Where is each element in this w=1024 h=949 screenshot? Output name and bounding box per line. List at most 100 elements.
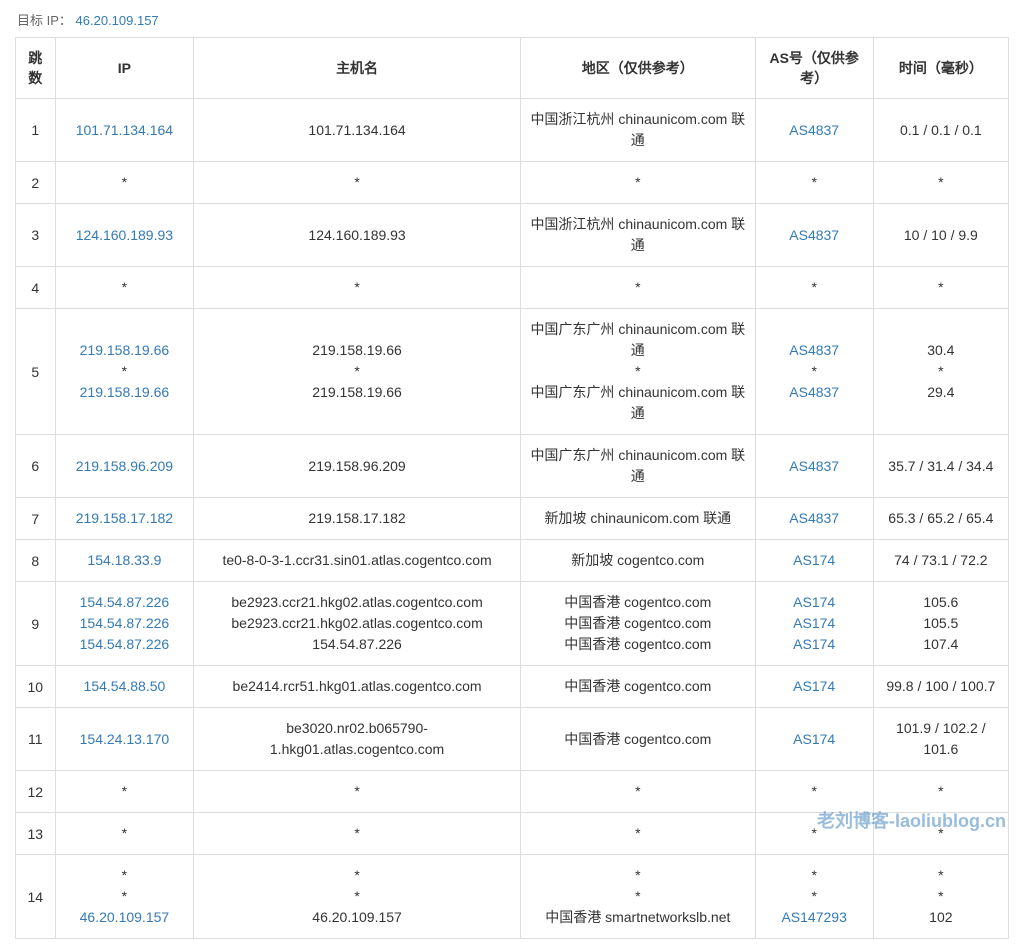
- cell-as-line[interactable]: AS174: [764, 613, 865, 634]
- cell-ip: 124.160.189.93: [55, 204, 194, 267]
- cell-region: *: [520, 162, 755, 204]
- cell-time-line: 102: [882, 907, 1000, 928]
- cell-region: *: [520, 813, 755, 855]
- cell-ip-line[interactable]: 154.54.87.226: [64, 634, 186, 655]
- cell-ip-line[interactable]: 154.54.87.226: [64, 613, 186, 634]
- cell-region: 中国香港 cogentco.com: [520, 708, 755, 771]
- cell-as-line[interactable]: AS174: [764, 592, 865, 613]
- cell-ip-line[interactable]: 101.71.134.164: [64, 120, 186, 141]
- cell-region: 中国浙江杭州 chinaunicom.com 联通: [520, 99, 755, 162]
- cell-as-line: *: [764, 781, 865, 802]
- cell-time: 0.1 / 0.1 / 0.1: [873, 99, 1008, 162]
- cell-time-line: *: [882, 865, 1000, 886]
- cell-region: 新加坡 chinaunicom.com 联通: [520, 498, 755, 540]
- cell-as-line[interactable]: AS174: [764, 634, 865, 655]
- cell-region: **中国香港 smartnetworkslb.net: [520, 855, 755, 939]
- cell-time-line: 0.1 / 0.1 / 0.1: [882, 120, 1000, 141]
- header-hop: 跳数: [16, 38, 56, 99]
- cell-as: AS4837: [755, 435, 873, 498]
- table-row: 8154.18.33.9te0-8-0-3-1.ccr31.sin01.atla…: [16, 540, 1009, 582]
- cell-time-line: 105.6: [882, 592, 1000, 613]
- target-ip-link[interactable]: 46.20.109.157: [76, 13, 159, 28]
- cell-time-line: 101.9 / 102.2 / 101.6: [882, 718, 1000, 760]
- table-row: 11154.24.13.170be3020.nr02.b065790-1.hkg…: [16, 708, 1009, 771]
- cell-region-line: 中国广东广州 chinaunicom.com 联通: [529, 445, 747, 487]
- cell-hostname-line: *: [202, 823, 512, 844]
- cell-time-line: *: [882, 823, 1000, 844]
- cell-hostname-line: be2923.ccr21.hkg02.atlas.cogentco.com: [202, 613, 512, 634]
- cell-ip: 219.158.96.209: [55, 435, 194, 498]
- cell-region-line: 新加坡 cogentco.com: [529, 550, 747, 571]
- cell-ip: **46.20.109.157: [55, 855, 194, 939]
- cell-hostname-line: *: [202, 865, 512, 886]
- table-row: 13*****: [16, 813, 1009, 855]
- cell-region-line: 新加坡 chinaunicom.com 联通: [529, 508, 747, 529]
- target-ip-line: 目标 IP： 46.20.109.157: [15, 10, 1009, 29]
- cell-as-line[interactable]: AS4837: [764, 508, 865, 529]
- cell-hostname: *: [194, 771, 521, 813]
- cell-region: 中国广东广州 chinaunicom.com 联通*中国广东广州 chinaun…: [520, 309, 755, 435]
- header-region: 地区（仅供参考）: [520, 38, 755, 99]
- cell-ip: 219.158.17.182: [55, 498, 194, 540]
- cell-region-line: 中国香港 smartnetworkslb.net: [529, 907, 747, 928]
- cell-time-line: 107.4: [882, 634, 1000, 655]
- cell-hostname-line: be3020.nr02.b065790-1.hkg01.atlas.cogent…: [202, 718, 512, 760]
- cell-hop: 9: [16, 582, 56, 666]
- cell-hop: 2: [16, 162, 56, 204]
- cell-as-line[interactable]: AS147293: [764, 907, 865, 928]
- cell-ip-line[interactable]: 154.24.13.170: [64, 729, 186, 750]
- cell-as-line[interactable]: AS174: [764, 729, 865, 750]
- cell-as: AS4837*AS4837: [755, 309, 873, 435]
- cell-ip: 154.54.87.226154.54.87.226154.54.87.226: [55, 582, 194, 666]
- cell-hostname-line: *: [202, 781, 512, 802]
- cell-ip-line[interactable]: 219.158.19.66: [64, 382, 186, 403]
- cell-as-line: *: [764, 361, 865, 382]
- table-row: 2*****: [16, 162, 1009, 204]
- cell-time-line: 99.8 / 100 / 100.7: [882, 676, 1000, 697]
- cell-ip-line[interactable]: 124.160.189.93: [64, 225, 186, 246]
- cell-hostname-line: be2923.ccr21.hkg02.atlas.cogentco.com: [202, 592, 512, 613]
- cell-hop: 3: [16, 204, 56, 267]
- header-hostname: 主机名: [194, 38, 521, 99]
- cell-ip-line[interactable]: 219.158.17.182: [64, 508, 186, 529]
- table-row: 14**46.20.109.157**46.20.109.157**中国香港 s…: [16, 855, 1009, 939]
- cell-as-line[interactable]: AS174: [764, 550, 865, 571]
- cell-time-line: 65.3 / 65.2 / 65.4: [882, 508, 1000, 529]
- cell-hop: 12: [16, 771, 56, 813]
- table-row: 12*****: [16, 771, 1009, 813]
- cell-hostname-line: *: [202, 361, 512, 382]
- cell-time-line: 30.4: [882, 340, 1000, 361]
- cell-region: 新加坡 cogentco.com: [520, 540, 755, 582]
- cell-time: 35.7 / 31.4 / 34.4: [873, 435, 1008, 498]
- cell-as-line[interactable]: AS4837: [764, 456, 865, 477]
- cell-as-line[interactable]: AS4837: [764, 382, 865, 403]
- cell-hostname: **46.20.109.157: [194, 855, 521, 939]
- cell-as: AS4837: [755, 204, 873, 267]
- cell-ip-line[interactable]: 154.54.87.226: [64, 592, 186, 613]
- table-row: 10154.54.88.50be2414.rcr51.hkg01.atlas.c…: [16, 666, 1009, 708]
- cell-as-line[interactable]: AS174: [764, 676, 865, 697]
- table-row: 6219.158.96.209219.158.96.209中国广东广州 chin…: [16, 435, 1009, 498]
- cell-ip-line: *: [64, 361, 186, 382]
- cell-ip-line[interactable]: 46.20.109.157: [64, 907, 186, 928]
- cell-region-line: 中国香港 cogentco.com: [529, 592, 747, 613]
- cell-time: 105.6105.5107.4: [873, 582, 1008, 666]
- cell-ip: 219.158.19.66*219.158.19.66: [55, 309, 194, 435]
- cell-ip-line[interactable]: 219.158.19.66: [64, 340, 186, 361]
- cell-hostname: *: [194, 267, 521, 309]
- cell-ip-line[interactable]: 154.54.88.50: [64, 676, 186, 697]
- cell-time: *: [873, 771, 1008, 813]
- cell-time: 101.9 / 102.2 / 101.6: [873, 708, 1008, 771]
- cell-ip-line[interactable]: 154.18.33.9: [64, 550, 186, 571]
- cell-time-line: *: [882, 886, 1000, 907]
- cell-time-line: *: [882, 172, 1000, 193]
- cell-hop: 8: [16, 540, 56, 582]
- cell-as-line[interactable]: AS4837: [764, 340, 865, 361]
- cell-as-line[interactable]: AS4837: [764, 120, 865, 141]
- cell-hop: 1: [16, 99, 56, 162]
- cell-time: 74 / 73.1 / 72.2: [873, 540, 1008, 582]
- cell-ip-line[interactable]: 219.158.96.209: [64, 456, 186, 477]
- cell-as: AS174: [755, 540, 873, 582]
- cell-hostname-line: *: [202, 172, 512, 193]
- cell-as-line[interactable]: AS4837: [764, 225, 865, 246]
